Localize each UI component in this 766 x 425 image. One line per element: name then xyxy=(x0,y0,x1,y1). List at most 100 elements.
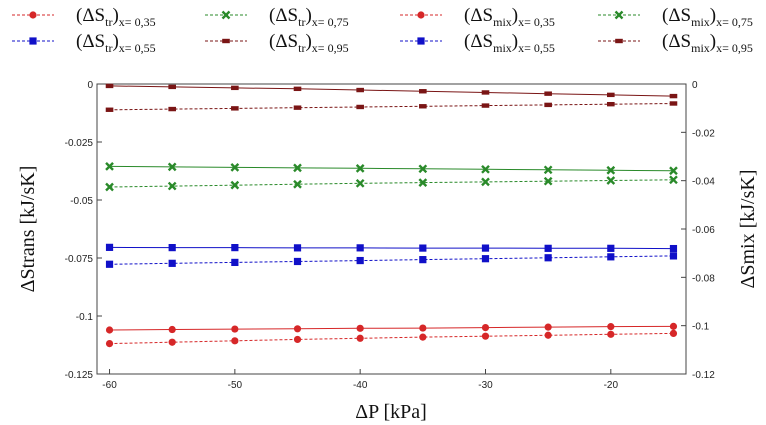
y-right-tick-label: -0.02 xyxy=(692,128,715,139)
data-point xyxy=(669,244,678,253)
marker-stroke xyxy=(167,162,177,172)
data-point xyxy=(669,93,678,99)
data-point xyxy=(544,323,552,331)
data-point xyxy=(356,104,364,110)
marker-stroke xyxy=(167,181,177,191)
x-tick-label: -40 xyxy=(353,380,368,391)
data-point xyxy=(418,178,428,187)
legend-label: (ΔSmix)x= 0,35 xyxy=(464,5,555,29)
series-line xyxy=(109,332,674,345)
data-point xyxy=(544,331,552,339)
data-point xyxy=(168,259,176,267)
marker-stroke xyxy=(606,165,616,175)
marker-stroke xyxy=(105,182,114,192)
legend-marker xyxy=(221,10,231,20)
y-right-tick-label: -0.08 xyxy=(692,273,715,284)
x-tick-label: -20 xyxy=(604,380,619,391)
legend-entry: (ΔSmix)x= 0,95 xyxy=(598,31,753,55)
marker-stroke xyxy=(293,179,302,189)
data-point xyxy=(419,324,427,332)
data-point xyxy=(168,106,176,112)
legend-entry: (ΔStr)x= 0,75 xyxy=(205,5,349,29)
data-point xyxy=(419,244,427,252)
data-point xyxy=(481,103,490,108)
marker-stroke xyxy=(543,165,553,175)
data-point xyxy=(543,165,553,175)
data-point xyxy=(355,178,365,188)
legend-label: (ΔSmix)x= 0,55 xyxy=(464,31,555,55)
data-point xyxy=(293,244,302,252)
data-point xyxy=(669,329,678,337)
marker-stroke xyxy=(105,162,114,171)
data-point xyxy=(293,163,302,173)
data-point xyxy=(669,166,678,176)
axes-layer: -60 -50 -40 -30 -20 0 -0.025 -0.05 -0.075 -0.1 -0.… xyxy=(65,80,716,391)
marker-stroke xyxy=(355,178,365,188)
data-point xyxy=(355,163,365,173)
data-point xyxy=(481,164,490,174)
y-right-tick-label: -0.1 xyxy=(692,322,710,333)
data-point xyxy=(607,92,615,98)
data-point xyxy=(231,244,239,252)
legend-entry: (ΔStr)x= 0,95 xyxy=(205,31,349,55)
data-point xyxy=(293,335,302,344)
data-point xyxy=(167,162,177,172)
marker-stroke xyxy=(293,163,302,173)
series-line xyxy=(109,179,674,188)
data-point xyxy=(669,322,678,330)
data-point xyxy=(231,85,239,91)
legend-entry: (ΔStr)x= 0,35 xyxy=(12,5,156,29)
data-point xyxy=(481,90,490,95)
data-point xyxy=(293,257,302,266)
legend-label: (ΔSmix)x= 0,75 xyxy=(662,5,753,29)
marker-stroke xyxy=(669,175,678,185)
series-7 xyxy=(105,162,678,176)
data-point xyxy=(105,182,114,192)
data-point xyxy=(168,244,176,252)
data-point xyxy=(419,104,427,109)
marker-stroke xyxy=(481,164,490,174)
data-point xyxy=(607,330,615,338)
data-point xyxy=(607,244,615,252)
marker-stroke xyxy=(230,163,240,172)
legend-entry: (ΔSmix)x= 0,35 xyxy=(400,5,555,29)
data-point xyxy=(669,252,678,260)
data-point xyxy=(544,244,552,252)
series-3 xyxy=(105,175,678,192)
marker-stroke xyxy=(669,166,678,176)
y-left-tick-label: -0.1 xyxy=(76,312,94,323)
data-point xyxy=(544,102,552,108)
legend-marker xyxy=(29,11,37,19)
series-line xyxy=(109,325,674,331)
series-5 xyxy=(105,322,678,334)
data-point xyxy=(481,244,490,252)
data-point xyxy=(669,175,678,185)
y-left-tick-label: -0.125 xyxy=(65,370,94,381)
legend-marker xyxy=(29,37,37,45)
marker-stroke xyxy=(606,176,616,185)
data-point xyxy=(293,86,302,92)
data-point xyxy=(293,325,302,333)
data-point xyxy=(168,325,176,334)
marker-stroke xyxy=(543,176,553,186)
y-left-tick-label: -0.075 xyxy=(65,254,94,265)
data-point xyxy=(230,180,240,190)
data-point xyxy=(481,255,490,263)
y-axis-left-title: ΔStrans [kJ/sK] xyxy=(17,166,39,293)
legend-entry: (ΔSmix)x= 0,55 xyxy=(400,31,555,55)
legend-marker xyxy=(614,10,624,20)
x-tick-label: -30 xyxy=(478,380,493,391)
y-axis-right-title: ΔSmix [kJ/sK] xyxy=(737,170,759,289)
series-line xyxy=(109,246,674,250)
data-point xyxy=(105,107,114,112)
data-point xyxy=(231,337,239,345)
data-point xyxy=(356,334,364,342)
y-right-tick-label: -0.12 xyxy=(692,370,715,381)
marker-stroke xyxy=(230,180,240,190)
legend-marker xyxy=(417,11,425,19)
legend-marker xyxy=(615,38,623,44)
series-8 xyxy=(105,83,678,99)
data-point xyxy=(544,254,552,262)
data-point xyxy=(544,91,552,96)
